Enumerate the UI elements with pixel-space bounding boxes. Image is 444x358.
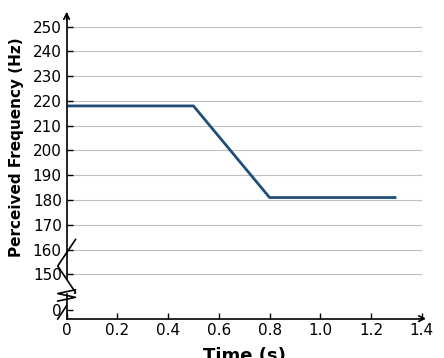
Y-axis label: Perceived Frequency (Hz): Perceived Frequency (Hz) (9, 37, 24, 257)
X-axis label: Time (s): Time (s) (203, 347, 285, 358)
